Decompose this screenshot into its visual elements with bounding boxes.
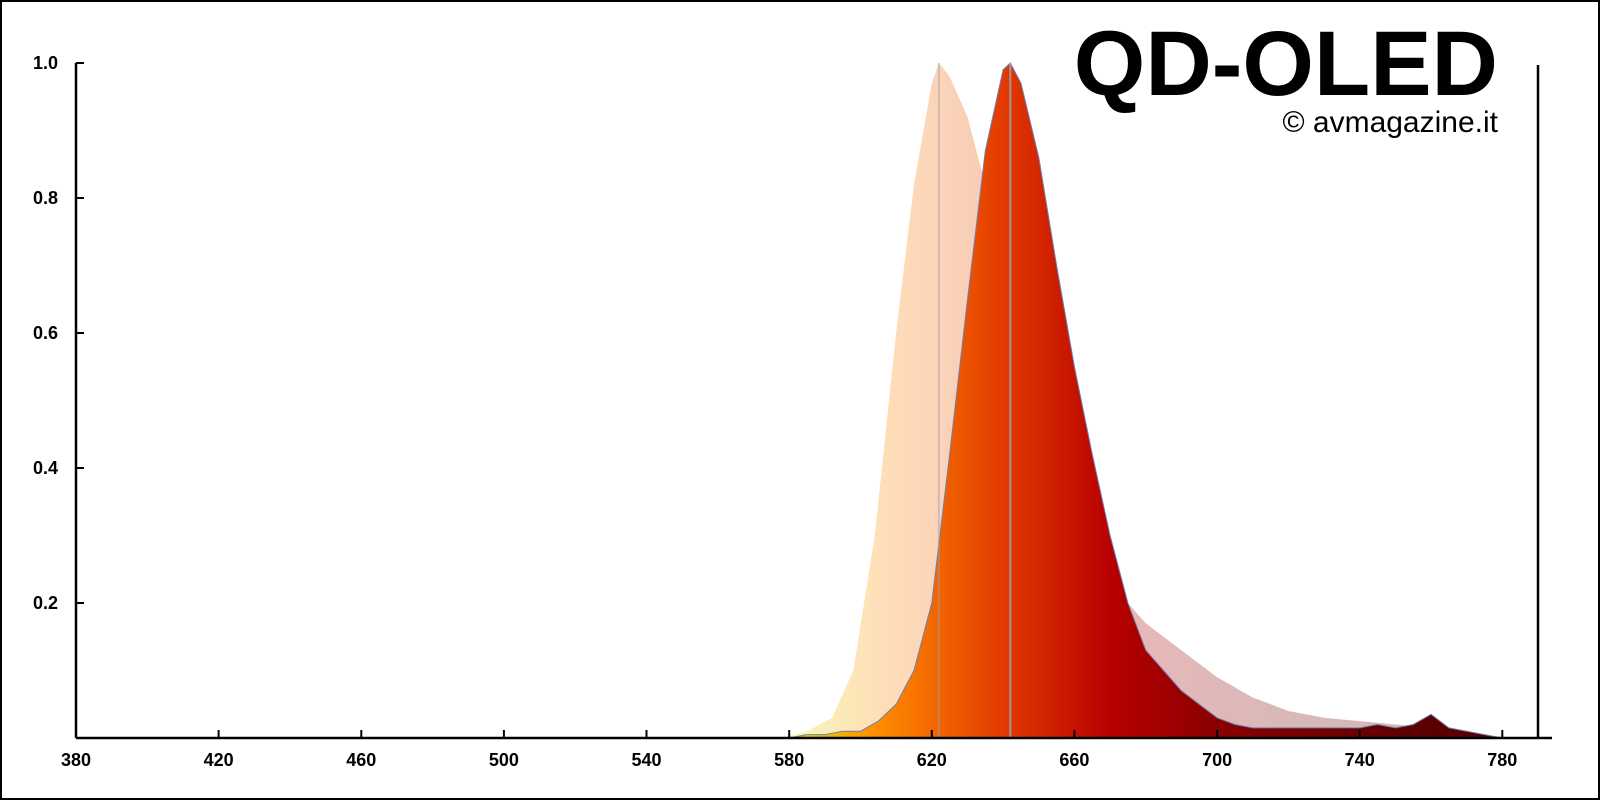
x-tick-label: 660 xyxy=(1059,750,1089,770)
y-tick-label: 0.8 xyxy=(33,188,58,208)
x-tick-label: 780 xyxy=(1487,750,1517,770)
peak-markers xyxy=(937,63,1012,738)
spectrum-series-2 xyxy=(789,62,1503,739)
axes xyxy=(74,63,1552,740)
x-tick-label: 380 xyxy=(61,750,91,770)
x-tick-label: 740 xyxy=(1345,750,1375,770)
chart-subtitle: © avmagazine.it xyxy=(1282,106,1498,139)
x-tick-label: 420 xyxy=(204,750,234,770)
y-tick-label: 0.6 xyxy=(33,323,58,343)
chart-title: QD-OLED xyxy=(1074,13,1498,115)
x-tick-label: 700 xyxy=(1202,750,1232,770)
x-tick-label: 580 xyxy=(774,750,804,770)
y-tick-label: 0.4 xyxy=(33,458,58,478)
x-tick-label: 540 xyxy=(631,750,661,770)
x-ticks: 380 420 460 500 540 580 620 660 700 740 780 xyxy=(61,730,1517,770)
y-tick-label: 1.0 xyxy=(33,53,58,73)
x-tick-label: 460 xyxy=(346,750,376,770)
x-tick-label: 500 xyxy=(489,750,519,770)
x-tick-label: 620 xyxy=(917,750,947,770)
y-tick-label: 0.2 xyxy=(33,593,58,613)
y-ticks: 0.2 0.4 0.6 0.8 1.0 xyxy=(33,53,84,613)
series-layer xyxy=(782,62,1503,739)
